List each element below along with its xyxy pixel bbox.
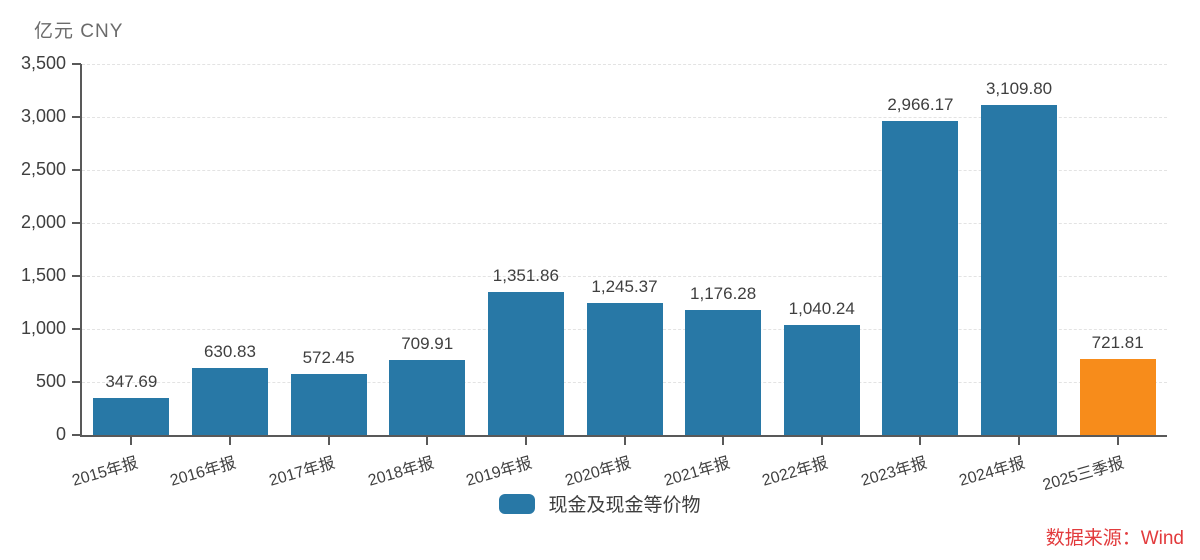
- x-axis-tick-label: 2020年报: [563, 454, 633, 490]
- gridline-y-2,000: [82, 223, 1167, 224]
- x-axis-tick: [1116, 437, 1119, 445]
- x-axis-tick-label: 2021年报: [661, 454, 732, 490]
- bar-value-label: 1,245.37: [591, 277, 658, 296]
- bar-value-label: 721.81: [1091, 332, 1144, 352]
- gridline-y-3,000: [82, 117, 1167, 118]
- y-axis-tick-label: 1,500: [20, 265, 66, 285]
- bar-2021年报: [685, 310, 762, 435]
- legend-swatch: [499, 493, 536, 514]
- y-axis-tick: [72, 116, 81, 118]
- bar-value-label: 572.45: [302, 348, 355, 368]
- y-axis-tick-label: 3,000: [20, 106, 66, 126]
- y-axis-tick: [72, 381, 81, 383]
- x-axis-tick-label: 2019年报: [464, 454, 535, 490]
- x-axis-tick: [228, 437, 231, 445]
- legend: 现金及现金等价物: [0, 490, 1200, 517]
- bar-2023年报: [882, 120, 959, 435]
- x-axis-tick: [623, 437, 626, 445]
- bar-value-label: 1,176.28: [690, 284, 757, 304]
- bar-value-label: 347.69: [105, 372, 158, 392]
- x-axis-tick: [1018, 437, 1021, 445]
- y-axis-tick-label: 1,000: [20, 318, 66, 338]
- x-axis-tick-label: 2022年报: [760, 454, 831, 490]
- y-axis-tick: [72, 222, 81, 224]
- bar-2019年报: [487, 291, 564, 435]
- bar-value-label: 3,109.80: [985, 79, 1053, 99]
- y-axis-tick: [72, 63, 81, 65]
- bar-value-label: 2,966.17: [887, 94, 954, 114]
- y-axis-tick-label: 0: [55, 424, 66, 444]
- x-axis-tick-label: 2015年报: [69, 454, 140, 490]
- y-axis-tick: [72, 169, 81, 171]
- y-axis-unit-label: 亿元 CNY: [34, 21, 124, 42]
- bar-2017年报: [290, 374, 367, 435]
- x-axis-tick: [327, 437, 330, 445]
- x-axis-tick-label: 2018年报: [365, 454, 436, 490]
- bar-2020年报: [586, 303, 663, 435]
- bar-2018年报: [389, 359, 466, 435]
- bar-2016年报: [191, 368, 268, 435]
- x-axis-tick: [919, 437, 922, 445]
- y-axis-tick-label: 2,500: [20, 159, 66, 179]
- x-axis-tick-label: 2016年报: [168, 454, 239, 490]
- bar-2015年报: [93, 398, 170, 435]
- y-axis-tick: [72, 434, 81, 436]
- x-axis-tick: [130, 437, 133, 445]
- gridline-y-3,500: [82, 64, 1167, 65]
- x-axis-tick: [426, 437, 429, 445]
- data-source-label: 数据来源：Wind: [1045, 528, 1184, 549]
- bar-2025三季报: [1079, 358, 1156, 435]
- x-axis-tick: [820, 437, 823, 445]
- bar-2022年报: [783, 324, 860, 435]
- plot-area: 0 500 1,000 1,500 2,000 2,500 3,000 3,500 347.69…: [21, 53, 1167, 494]
- x-axis-tick: [524, 437, 527, 445]
- x-axis-tick-label: 2023年报: [859, 454, 929, 490]
- bar-value-label: 1,040.24: [788, 298, 855, 318]
- x-axis-tick-label: 2017年报: [267, 454, 337, 490]
- bar-2024年报: [981, 105, 1058, 435]
- x-axis-tick-label: 2024年报: [957, 454, 1028, 490]
- bar-value-label: 709.91: [401, 333, 454, 353]
- y-axis-tick-label: 3,500: [20, 53, 66, 73]
- x-axis-tick-label: 2025三季报: [1040, 454, 1127, 495]
- y-axis-tick: [72, 328, 81, 330]
- y-axis-tick-label: 500: [35, 371, 66, 391]
- gridline-y-2,500: [82, 170, 1167, 171]
- bar-value-label: 1,351.86: [492, 265, 559, 285]
- y-axis-tick-label: 2,000: [20, 212, 66, 232]
- gridline-y-1,500: [82, 276, 1167, 277]
- x-axis-tick: [722, 437, 725, 445]
- bar-value-label: 630.83: [203, 342, 256, 362]
- y-axis-tick: [72, 275, 81, 277]
- legend-label: 现金及现金等价物: [548, 495, 701, 516]
